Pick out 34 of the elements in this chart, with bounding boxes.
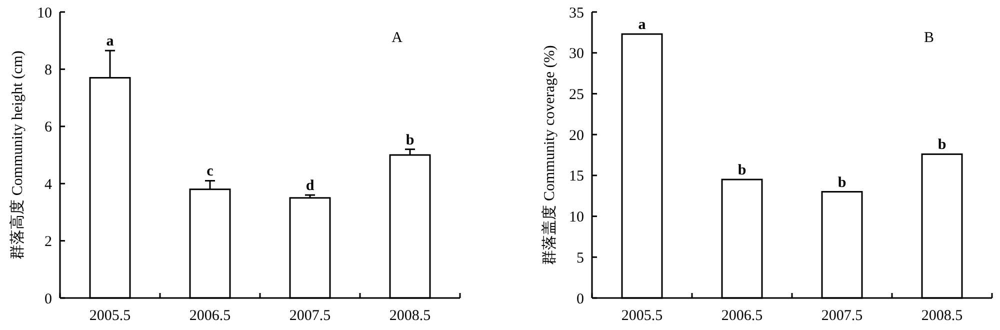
annotation: a	[106, 34, 114, 50]
y-tick-label: 2	[44, 234, 52, 250]
annotation: b	[406, 132, 414, 148]
x-tick-label: 2006.5	[721, 308, 763, 324]
x-tick-label: 2006.5	[189, 308, 231, 324]
y-axis-title: 群落高度 Community height (cm)	[9, 50, 26, 260]
y-tick-label: 4	[44, 176, 52, 193]
x-tick-label: 2008.5	[921, 308, 963, 324]
x-tick-label: 2008.5	[389, 308, 431, 324]
annotation: c	[206, 164, 214, 180]
annotation: d	[306, 178, 315, 194]
annotation: b	[838, 174, 846, 191]
y-tick-label: 6	[44, 120, 52, 136]
y-tick-label: 25	[569, 86, 584, 103]
annotation: a	[638, 17, 646, 34]
x-tick-label: 2005.5	[89, 308, 131, 324]
annotation: b	[738, 162, 746, 179]
y-tick-label: 20	[569, 128, 584, 144]
y-tick-label: 0	[576, 291, 584, 308]
y-tick-label: 35	[569, 5, 584, 22]
x-tick-label: 2005.5	[621, 308, 663, 324]
y-tick-label: 10	[37, 5, 52, 22]
annotation: b	[938, 137, 946, 154]
y-tick-label: 8	[44, 62, 52, 78]
annotation: B	[924, 30, 934, 46]
y-tick-label: 0	[44, 291, 52, 308]
y-tick-label: 5	[576, 250, 584, 266]
y-tick-label: 10	[569, 210, 584, 226]
y-tick-label: 15	[569, 168, 584, 185]
x-tick-label: 2007.5	[289, 308, 331, 324]
annotation: A	[392, 30, 403, 46]
y-tick-label: 30	[569, 46, 584, 62]
y-axis-title: 群落盖度 Community coverage (%)	[541, 45, 558, 265]
x-tick-label: 2007.5	[821, 308, 863, 324]
